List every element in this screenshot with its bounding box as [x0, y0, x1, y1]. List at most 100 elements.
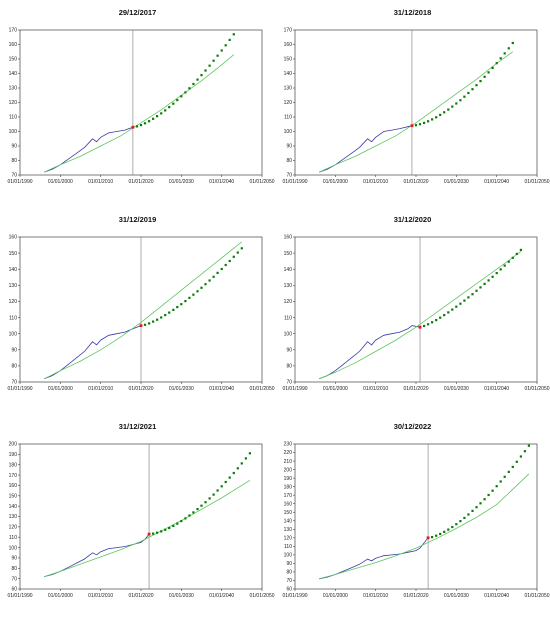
forecast-point: [236, 251, 239, 254]
forecast-point: [431, 536, 434, 539]
x-tick-label: 01/01/2030: [169, 386, 194, 392]
y-tick-label: 90: [286, 347, 292, 353]
current-value-point: [131, 125, 135, 129]
y-tick-label: 90: [286, 561, 292, 567]
y-tick-label: 90: [11, 347, 17, 353]
y-tick-label: 230: [284, 442, 293, 448]
forecast-point: [232, 471, 235, 475]
forecast-point: [507, 47, 510, 50]
forecast-point: [176, 306, 179, 309]
y-tick-label: 90: [11, 144, 17, 150]
chart-title: 31/12/2018: [393, 8, 432, 17]
x-tick-label: 01/01/2010: [88, 386, 113, 392]
forecast-point: [152, 117, 155, 120]
x-tick-label: 01/01/2050: [524, 593, 549, 599]
forecast-point: [184, 300, 187, 303]
forecast-point: [511, 465, 514, 468]
x-tick-label: 01/01/2050: [249, 179, 274, 185]
y-tick-label: 150: [284, 251, 293, 257]
forecast-point: [196, 508, 199, 511]
chart-panel-3: 31/12/2019 70 80 90 100 110 120 130 140 150 160 01…: [0, 207, 275, 414]
x-tick-label: 01/01/2020: [403, 386, 428, 392]
plot-frame: [19, 443, 263, 590]
forecast-point: [208, 497, 211, 500]
forecast-point: [467, 91, 470, 95]
forecast-point: [204, 69, 207, 72]
chart-svg: 70 80 90 100 110 120 130 140 150 160 01/01/1990 01/…: [282, 235, 549, 392]
forecast-point: [503, 264, 506, 267]
forecast-point: [499, 57, 502, 60]
forecast-point: [224, 480, 227, 484]
y-tick-label: 100: [284, 553, 293, 559]
forecast-point: [204, 501, 207, 504]
x-tick-label: 01/01/2030: [444, 386, 469, 392]
y-tick-label: 70: [286, 578, 292, 584]
y-tick-label: 130: [284, 527, 293, 533]
forecast-point: [463, 516, 466, 519]
x-tick-label: 01/01/2030: [444, 179, 469, 185]
forecast-point: [519, 455, 522, 458]
y-tick-label: 100: [9, 129, 18, 135]
y-tick-label: 150: [9, 57, 18, 63]
chart-title: 30/12/2022: [393, 422, 432, 431]
plot-frame: [294, 443, 538, 590]
trend-line: [319, 51, 514, 173]
forecast-point: [439, 316, 442, 319]
y-tick-label: 150: [284, 510, 293, 516]
forecast-point: [439, 532, 442, 536]
forecast-point: [471, 293, 474, 296]
current-value-point: [426, 536, 430, 540]
y-tick-label: 160: [284, 501, 293, 507]
forecast-point: [156, 531, 159, 534]
forecast-point: [447, 311, 450, 314]
forecast-point: [240, 462, 243, 465]
forecast-point: [180, 95, 183, 98]
x-tick-label: 01/01/2020: [403, 593, 428, 599]
forecast-point: [495, 272, 498, 275]
y-tick-label: 120: [284, 299, 293, 305]
forecast-point: [164, 314, 167, 317]
x-tick-label: 01/01/2020: [128, 593, 153, 599]
y-tick-label: 100: [284, 129, 293, 135]
forecast-point: [184, 517, 187, 520]
forecast-point: [172, 102, 175, 105]
x-tick-label: 01/01/2040: [209, 593, 234, 599]
x-tick-label: 01/01/2040: [484, 593, 509, 599]
y-tick-label: 170: [9, 28, 18, 34]
chart-panel-1: 29/12/2017 70 80 90 100 110 120 130 140 150 160 17…: [0, 0, 275, 207]
y-tick-label: 80: [11, 158, 17, 164]
x-tick-label: 01/01/2020: [128, 386, 153, 392]
forecast-point: [148, 120, 151, 123]
forecast-point: [455, 102, 458, 105]
y-tick-label: 190: [9, 452, 18, 458]
forecast-point: [427, 120, 430, 123]
y-tick-label: 140: [284, 267, 293, 273]
forecast-point: [443, 111, 446, 114]
forecast-point: [459, 520, 462, 523]
y-tick-label: 70: [11, 576, 17, 582]
chart-svg: 70 80 90 100 110 120 130 140 150 160 170 01/01/1990…: [7, 28, 274, 185]
plot-frame: [19, 29, 263, 176]
x-tick-label: 01/01/2000: [48, 593, 73, 599]
y-tick-label: 60: [286, 587, 292, 593]
trend-line: [44, 54, 235, 173]
y-tick-label: 110: [9, 315, 17, 321]
x-tick-label: 01/01/2050: [524, 386, 549, 392]
forecast-point: [467, 296, 470, 299]
x-tick-label: 01/01/1990: [282, 593, 307, 599]
forecast-point: [240, 247, 243, 250]
forecast-point: [414, 124, 418, 127]
y-tick-label: 80: [286, 570, 292, 576]
y-tick-label: 160: [9, 235, 18, 241]
forecast-point: [216, 271, 219, 274]
forecast-point: [224, 44, 227, 47]
forecast-point: [143, 122, 147, 125]
forecast-point: [471, 509, 474, 512]
current-value-point: [418, 325, 422, 329]
forecast-point: [439, 113, 442, 116]
history-line: [44, 533, 150, 577]
forecast-point: [204, 283, 207, 286]
current-value-point: [139, 324, 143, 327]
forecast-point: [511, 256, 514, 259]
forecast-point: [176, 99, 179, 102]
